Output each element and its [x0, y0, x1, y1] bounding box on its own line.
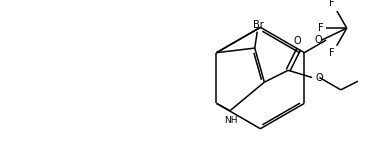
Text: O: O	[294, 36, 302, 46]
Text: Br: Br	[253, 20, 264, 30]
Text: O: O	[316, 73, 324, 83]
Text: F: F	[329, 48, 335, 58]
Text: NH: NH	[224, 116, 238, 124]
Text: F: F	[318, 23, 324, 33]
Text: F: F	[329, 0, 335, 8]
Text: O: O	[315, 35, 322, 45]
